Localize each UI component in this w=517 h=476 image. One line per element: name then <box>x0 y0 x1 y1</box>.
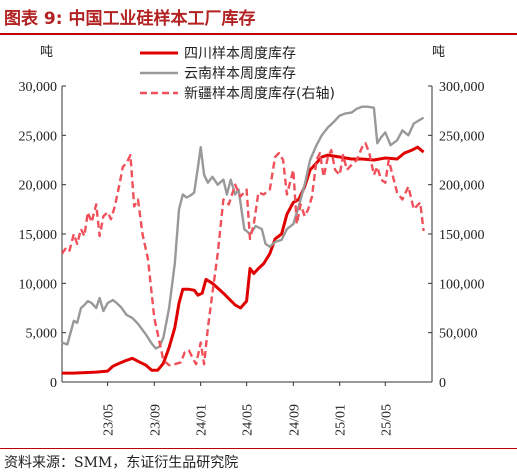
left-tick-label: 20,000 <box>19 179 58 194</box>
x-tick-label: 23/05 <box>102 404 117 436</box>
left-tick-label: 5,000 <box>26 327 58 342</box>
inventory-line-chart: 吨 吨 0 5,000 10,000 15,000 20,000 25,000 30,000 0 5… <box>19 45 485 436</box>
right-tick-label: 250,000 <box>439 129 485 144</box>
left-tick-label: 10,000 <box>19 277 58 292</box>
left-tick-label: 30,000 <box>19 80 58 95</box>
title-rule <box>0 33 517 35</box>
right-tick-label: 300,000 <box>439 80 485 95</box>
left-tick-label: 15,000 <box>19 228 58 243</box>
right-tick-label: 50,000 <box>439 327 478 342</box>
source-note: 资料来源：SMM，东证衍生品研究院 <box>4 455 239 471</box>
x-tick-label: 25/01 <box>334 404 349 436</box>
x-tick-label: 25/05 <box>379 404 394 436</box>
series-line-2 <box>61 105 425 350</box>
x-tick-label: 24/05 <box>241 404 256 436</box>
footer-rule <box>0 448 517 449</box>
left-unit-label: 吨 <box>40 45 53 60</box>
left-tick-label: 25,000 <box>19 129 58 144</box>
x-tick-label: 23/09 <box>148 404 163 436</box>
right-tick-label: 0 <box>439 376 446 391</box>
left-tick-label: 0 <box>50 376 57 391</box>
legend-label-2: 云南样本周度库存 <box>184 66 296 82</box>
x-tick-label: 24/01 <box>195 404 210 436</box>
right-tick-label: 200,000 <box>439 179 485 194</box>
series-line-3 <box>61 142 425 367</box>
legend-label-1: 四川样本周度库存 <box>184 46 296 62</box>
x-tick-label: 24/09 <box>287 404 302 436</box>
right-tick-label: 100,000 <box>439 277 485 292</box>
right-tick-label: 150,000 <box>439 228 485 243</box>
legend-label-3: 新疆样本周度库存(右轴) <box>184 86 335 102</box>
series-line-1 <box>62 145 425 375</box>
figure-title: 图表 9: 中国工业硅样本工厂库存 <box>4 9 256 29</box>
right-unit-label: 吨 <box>432 45 445 60</box>
